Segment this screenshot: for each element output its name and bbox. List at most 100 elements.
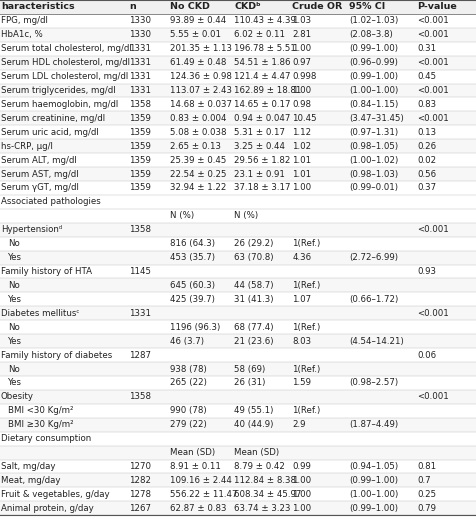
- Text: Serum triglycerides, mg/dl: Serum triglycerides, mg/dl: [1, 86, 116, 95]
- Text: 1359: 1359: [129, 155, 151, 165]
- Text: 93.89 ± 0.44: 93.89 ± 0.44: [170, 17, 227, 25]
- Bar: [0, 167, 476, 181]
- Text: 8.91 ± 0.11: 8.91 ± 0.11: [170, 462, 221, 471]
- Text: 95% CI: 95% CI: [349, 3, 386, 11]
- Text: 1331: 1331: [129, 44, 151, 53]
- Text: 0.56: 0.56: [417, 169, 436, 179]
- Text: (1.00–1.00): (1.00–1.00): [349, 490, 398, 499]
- Text: haracteristics: haracteristics: [1, 3, 75, 11]
- Text: 162.89 ± 18.81: 162.89 ± 18.81: [234, 86, 302, 95]
- Text: 26 (29.2): 26 (29.2): [234, 239, 274, 248]
- Text: Family history of HTA: Family history of HTA: [1, 267, 92, 276]
- Text: 196.78 ± 5.51: 196.78 ± 5.51: [234, 44, 296, 53]
- Text: 1267: 1267: [129, 503, 151, 513]
- Text: 645 (60.3): 645 (60.3): [170, 281, 216, 290]
- Text: <0.001: <0.001: [417, 58, 449, 67]
- Text: 1.00: 1.00: [292, 503, 311, 513]
- Text: 2.81: 2.81: [292, 31, 311, 39]
- Text: Mean (SD): Mean (SD): [234, 448, 279, 457]
- Text: 54.51 ± 1.86: 54.51 ± 1.86: [234, 58, 291, 67]
- Text: 425 (39.7): 425 (39.7): [170, 295, 215, 304]
- Text: 1.01: 1.01: [292, 155, 311, 165]
- Text: 0.79: 0.79: [417, 503, 436, 513]
- Text: 1331: 1331: [129, 309, 151, 318]
- Text: Crude OR: Crude OR: [292, 3, 343, 11]
- Text: 46 (3.7): 46 (3.7): [170, 337, 204, 346]
- Text: Serum LDL cholesterol, mg/dl: Serum LDL cholesterol, mg/dl: [1, 72, 128, 81]
- Text: 25.39 ± 0.45: 25.39 ± 0.45: [170, 155, 227, 165]
- Text: hs-CRP, µg/l: hs-CRP, µg/l: [1, 142, 53, 151]
- Text: (2.72–6.99): (2.72–6.99): [349, 253, 398, 262]
- Text: Meat, mg/day: Meat, mg/day: [1, 476, 60, 485]
- Text: 58 (69): 58 (69): [234, 365, 266, 373]
- Text: 1.02: 1.02: [292, 142, 311, 151]
- Text: 0.31: 0.31: [417, 44, 436, 53]
- Text: 124.36 ± 0.98: 124.36 ± 0.98: [170, 72, 232, 81]
- Text: (0.94–1.05): (0.94–1.05): [349, 462, 398, 471]
- Text: 26 (31): 26 (31): [234, 379, 266, 387]
- Text: (0.99–1.00): (0.99–1.00): [349, 72, 398, 81]
- Text: 1359: 1359: [129, 128, 151, 137]
- Bar: [0, 334, 476, 348]
- Text: 44 (58.7): 44 (58.7): [234, 281, 274, 290]
- Text: 1(Ref.): 1(Ref.): [292, 281, 320, 290]
- Text: <0.001: <0.001: [417, 31, 449, 39]
- Text: 1359: 1359: [129, 114, 151, 123]
- Text: 0.02: 0.02: [417, 155, 436, 165]
- Text: 2.9: 2.9: [292, 420, 306, 429]
- Text: 37.18 ± 3.17: 37.18 ± 3.17: [234, 183, 291, 193]
- Text: 61.49 ± 0.48: 61.49 ± 0.48: [170, 58, 227, 67]
- Text: 1358: 1358: [129, 392, 151, 401]
- Text: (0.98–1.03): (0.98–1.03): [349, 169, 398, 179]
- Text: 8.03: 8.03: [292, 337, 311, 346]
- Text: 201.35 ± 1.13: 201.35 ± 1.13: [170, 44, 232, 53]
- Text: No: No: [8, 365, 20, 373]
- Text: Serum γGT, mg/dl: Serum γGT, mg/dl: [1, 183, 79, 193]
- Bar: [0, 418, 476, 431]
- Text: 2.65 ± 0.13: 2.65 ± 0.13: [170, 142, 221, 151]
- Text: 1331: 1331: [129, 72, 151, 81]
- Text: P-value: P-value: [417, 3, 457, 11]
- Text: 3.25 ± 0.44: 3.25 ± 0.44: [234, 142, 285, 151]
- Text: 1278: 1278: [129, 490, 151, 499]
- Bar: [0, 111, 476, 125]
- Text: Animal protein, g/day: Animal protein, g/day: [1, 503, 94, 513]
- Text: 113.07 ± 2.43: 113.07 ± 2.43: [170, 86, 232, 95]
- Bar: [0, 362, 476, 376]
- Text: Serum HDL cholesterol, mg/dl: Serum HDL cholesterol, mg/dl: [1, 58, 130, 67]
- Text: 0.998: 0.998: [292, 72, 317, 81]
- Text: (2.08–3.8): (2.08–3.8): [349, 31, 393, 39]
- Text: 0.06: 0.06: [417, 351, 436, 359]
- Text: 0.98: 0.98: [292, 100, 311, 109]
- Text: (0.97–1.31): (0.97–1.31): [349, 128, 398, 137]
- Text: 31 (41.3): 31 (41.3): [234, 295, 274, 304]
- Text: 1358: 1358: [129, 100, 151, 109]
- Text: 556.22 ± 11.47: 556.22 ± 11.47: [170, 490, 238, 499]
- Text: 0.83: 0.83: [417, 100, 436, 109]
- Text: 21 (23.6): 21 (23.6): [234, 337, 274, 346]
- Text: 14.68 ± 0.037: 14.68 ± 0.037: [170, 100, 232, 109]
- Text: 0.25: 0.25: [417, 490, 436, 499]
- Text: 63.74 ± 3.23: 63.74 ± 3.23: [234, 503, 291, 513]
- Text: 0.99: 0.99: [292, 462, 311, 471]
- Text: FPG, mg/dl: FPG, mg/dl: [1, 17, 48, 25]
- Text: 1287: 1287: [129, 351, 151, 359]
- Text: No: No: [8, 281, 20, 290]
- Text: 14.65 ± 0.17: 14.65 ± 0.17: [234, 100, 291, 109]
- Text: (0.99–1.00): (0.99–1.00): [349, 44, 398, 53]
- Text: 22.54 ± 0.25: 22.54 ± 0.25: [170, 169, 227, 179]
- Text: 10.45: 10.45: [292, 114, 317, 123]
- Text: 1331: 1331: [129, 58, 151, 67]
- Text: 23.1 ± 0.91: 23.1 ± 0.91: [234, 169, 285, 179]
- Text: n: n: [129, 3, 136, 11]
- Text: (1.00–1.00): (1.00–1.00): [349, 86, 398, 95]
- Text: 265 (22): 265 (22): [170, 379, 207, 387]
- Bar: [0, 0, 476, 14]
- Text: 109.16 ± 2.44: 109.16 ± 2.44: [170, 476, 232, 485]
- Text: (1.02–1.03): (1.02–1.03): [349, 17, 398, 25]
- Text: Serum creatinine, mg/dl: Serum creatinine, mg/dl: [1, 114, 105, 123]
- Text: 1282: 1282: [129, 476, 151, 485]
- Text: CKDᵇ: CKDᵇ: [234, 3, 261, 11]
- Text: Yes: Yes: [8, 337, 22, 346]
- Text: 68 (77.4): 68 (77.4): [234, 323, 274, 332]
